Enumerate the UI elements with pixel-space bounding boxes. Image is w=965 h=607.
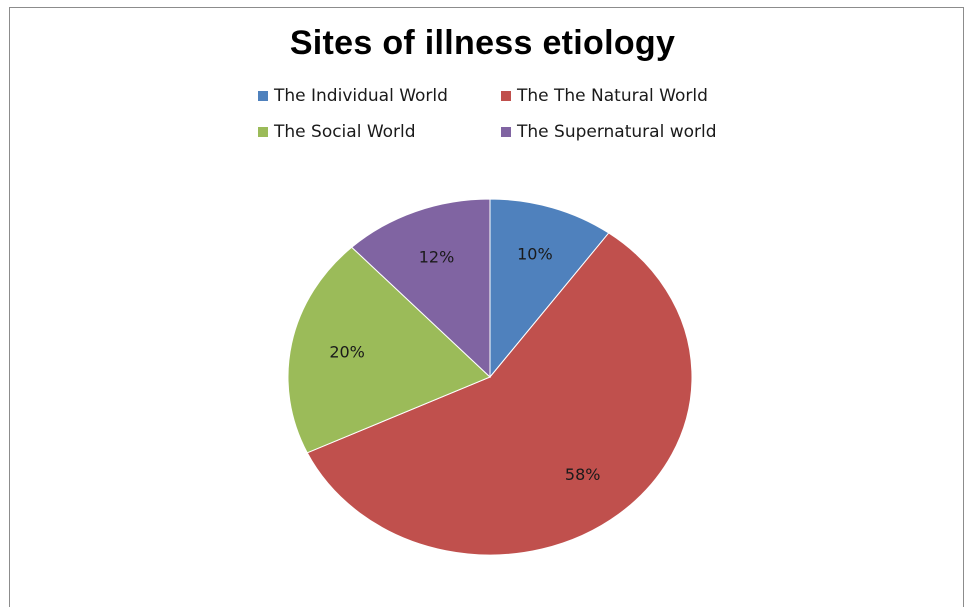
legend-item-individual-world: The Individual World (258, 84, 501, 108)
legend-item-supernatural-world: The Supernatural world (501, 120, 761, 144)
pie-slice-individual-world (489, 198, 610, 379)
chart-title: Sites of illness etiology (289, 24, 676, 62)
pie-data-label-social-world: 20% (329, 343, 365, 362)
legend-swatch (258, 91, 268, 101)
pie-slice-supernatural-world (350, 198, 491, 379)
legend-label: The Social World (274, 122, 416, 142)
legend-item-social-world: The Social World (258, 120, 501, 144)
chart-legend: The Individual World The The Natural Wor… (258, 84, 778, 144)
legend-swatch (501, 127, 511, 137)
pie-data-label-individual-world: 10% (517, 245, 553, 264)
legend-label: The Supernatural world (517, 122, 717, 142)
legend-swatch (258, 127, 268, 137)
legend-swatch (501, 91, 511, 101)
legend-item-natural-world: The The Natural World (501, 84, 761, 108)
pie-slice-social-world (287, 246, 491, 454)
pie-data-label-natural-world: 58% (565, 465, 601, 484)
pie-slice-natural-world (306, 232, 693, 556)
legend-label: The The Natural World (517, 86, 708, 106)
pie-data-label-supernatural-world: 12% (419, 247, 455, 266)
legend-label: The Individual World (274, 86, 448, 106)
